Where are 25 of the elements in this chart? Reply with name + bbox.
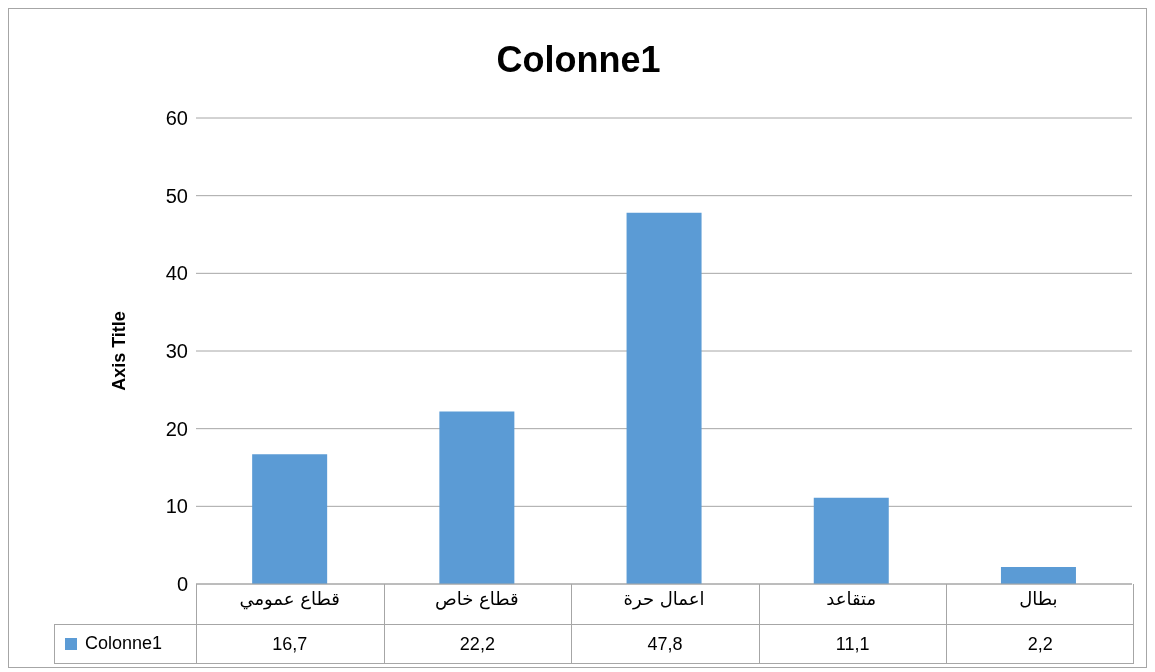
x-tick-label: بطال bbox=[1019, 587, 1058, 609]
data-label: 11,1 bbox=[834, 632, 871, 656]
x-tick-label: اعمال حرة bbox=[623, 587, 705, 610]
x-tick-label: قطاع خاص bbox=[434, 587, 519, 610]
legend-label: Colonne1 bbox=[54, 624, 196, 664]
data-label: 16,7 bbox=[271, 632, 309, 656]
bar bbox=[626, 212, 702, 584]
y-tick-label: 10 bbox=[165, 495, 188, 518]
bar bbox=[1000, 566, 1076, 584]
chart-title: Colonne1 bbox=[495, 39, 662, 81]
x-tick-label: متقاعد bbox=[826, 587, 877, 609]
y-tick-label: 40 bbox=[165, 262, 188, 285]
y-tick-label: 60 bbox=[165, 107, 188, 130]
data-label: 22,2 bbox=[458, 632, 496, 656]
bar bbox=[439, 411, 515, 584]
data-label: 2,2 bbox=[1026, 632, 1054, 656]
x-tick-label: قطاع عمومي bbox=[239, 587, 340, 610]
y-tick-label: 30 bbox=[165, 340, 188, 363]
y-tick-label: 20 bbox=[165, 417, 188, 440]
y-tick-label: 50 bbox=[165, 184, 188, 207]
bar bbox=[813, 497, 889, 584]
y-axis-title: Axis Title bbox=[109, 311, 130, 391]
data-label: 47,8 bbox=[646, 632, 684, 656]
y-tick-label: 0 bbox=[176, 573, 188, 596]
bar bbox=[252, 454, 328, 584]
